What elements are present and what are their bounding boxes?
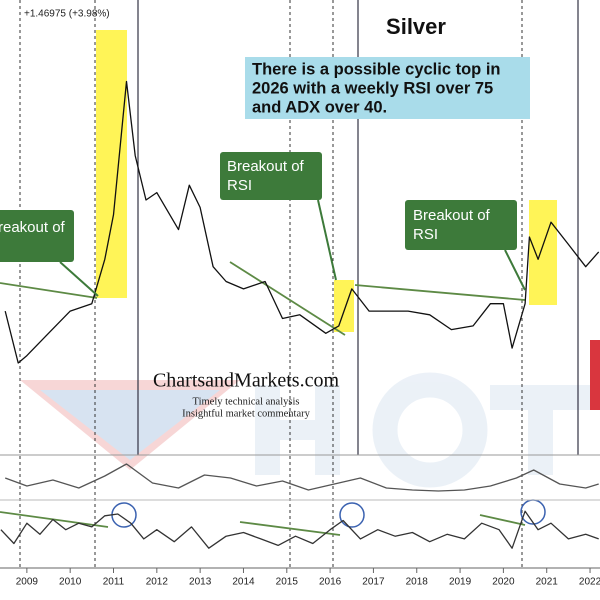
logo-letter [255,420,340,440]
callout-box [0,210,74,262]
trendline [239,521,341,536]
watermark-line: Insightful market commentary [182,408,310,419]
x-tick-label: 2010 [59,577,82,588]
watermark-line: Timely technical analysis [193,396,300,407]
highlight [334,280,354,332]
x-tick-label: 2011 [103,577,125,588]
callout-pointer [59,261,99,297]
trendline [0,511,109,528]
x-tick-label: 2012 [146,577,169,588]
watermark-logo [20,372,590,488]
trendline [479,514,526,526]
callout-pointer [504,249,526,291]
x-tick-label: 2016 [319,577,342,588]
series-line [4,463,599,492]
x-tick-label: 2013 [189,577,212,588]
logo-triangle [20,380,240,470]
breakout-callout: Breakout of RSI [220,152,337,281]
callout-text: reakout of [0,219,66,236]
highlight [529,200,557,305]
logo-letter [315,385,340,475]
plots: 2009 2010 2011 2012 2013 2014 2015 2016 2017 2018… [0,80,600,588]
logo-letter [490,385,590,410]
trendline [0,282,98,299]
series-line [4,80,600,364]
circle [339,502,365,528]
x-tick-label: 2015 [276,577,299,588]
breakout-callout: Breakout of RSI [405,200,526,291]
x-tick-label: 2020 [492,577,515,588]
callout-text: Breakout of [227,158,305,175]
info-text: There is a possible cyclic top in [252,60,501,78]
trendline [229,261,346,336]
x-tick-label: 2022 [579,577,600,588]
chart-title: Silver [386,14,446,39]
x-tick-label: 2009 [16,577,39,588]
info-box [245,57,530,119]
logo-block [590,340,600,410]
trendline [354,284,526,301]
x-tick-label: 2019 [449,577,472,588]
logo-triangle [40,390,220,460]
info-text: 2026 with a weekly RSI over 75 [252,79,493,97]
x-tick-label: 2018 [406,577,429,588]
highlight [96,30,127,298]
x-tick-label: 2014 [232,577,255,588]
breakout-callout: reakout of [0,210,99,297]
series-line [0,510,599,549]
logo-letter [528,385,553,475]
x-tick-label: 2017 [362,577,385,588]
logo-letter [255,385,280,475]
info-text: and ADX over 40. [252,98,387,116]
callout-box [220,152,322,200]
price-change: +1.46975 (+3.98%) [24,9,110,20]
callout-text: RSI [227,177,252,194]
x-tick-label: 2021 [536,577,559,588]
watermark-brand: ChartsandMarkets.com [153,370,340,392]
callout-pointer [317,199,337,281]
callout-text: Breakout of [413,207,491,224]
trendlines [0,261,526,536]
callout-text: RSI [413,226,438,243]
logo-letter [372,372,488,488]
callout-box [405,200,517,250]
